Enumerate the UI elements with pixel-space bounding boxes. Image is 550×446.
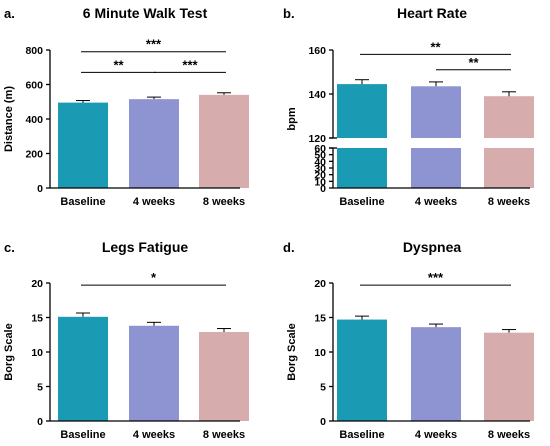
y-tick-label: 0 <box>37 183 43 195</box>
significance-label: *** <box>182 57 198 72</box>
y-axis-label: Borg Scale <box>3 323 15 380</box>
x-tick-label: 4 weeks <box>133 196 175 208</box>
y-tick-label: 0 <box>320 183 326 195</box>
y-tick-label: 60 <box>314 143 326 155</box>
x-tick-label: 8 weeks <box>203 429 245 441</box>
significance-label: * <box>151 270 157 285</box>
bar-baseline <box>58 316 108 421</box>
y-tick-label: 400 <box>25 114 43 126</box>
x-tick-label: Baseline <box>60 196 105 208</box>
bar-lower-baseline <box>337 148 387 188</box>
y-tick-label: 0 <box>37 416 43 428</box>
y-tick-label: 120 <box>308 133 326 145</box>
x-tick-label: 4 weeks <box>415 196 457 208</box>
chart-title: 6 Minute Walk Test <box>83 5 208 21</box>
y-tick-label: 10 <box>314 176 326 188</box>
y-tick-label: 50 <box>314 150 326 162</box>
bar-baseline <box>58 102 108 188</box>
panel-label: c. <box>4 240 15 255</box>
y-tick-label: 140 <box>308 89 326 101</box>
y-tick-label: 15 <box>31 313 43 325</box>
x-tick-label: Baseline <box>60 429 105 441</box>
significance-label: ** <box>430 39 441 54</box>
y-tick-label: 40 <box>314 156 326 168</box>
y-tick-label: 5 <box>320 382 326 394</box>
bar-weeks4 <box>411 327 461 421</box>
x-tick-label: 4 weeks <box>415 429 457 441</box>
panel-label: d. <box>283 240 295 255</box>
bar-upper-baseline <box>337 84 387 138</box>
y-tick-label: 20 <box>314 278 326 290</box>
y-tick-label: 20 <box>314 170 326 182</box>
significance-label: ** <box>468 55 479 70</box>
bar-weeks8 <box>484 332 534 421</box>
y-axis-label: Distance (m) <box>3 86 15 152</box>
x-tick-label: Baseline <box>339 196 384 208</box>
y-tick-label: 10 <box>31 347 43 359</box>
x-tick-label: 8 weeks <box>488 196 530 208</box>
y-tick-label: 10 <box>314 347 326 359</box>
y-tick-label: 800 <box>25 45 43 57</box>
y-tick-label: 5 <box>37 382 43 394</box>
x-tick-label: 4 weeks <box>133 429 175 441</box>
panel-1: a. 6 Minute Walk Test Distance (m) 0 200 400 6… <box>3 5 249 208</box>
y-axis-label: bpm <box>286 107 298 130</box>
bar-weeks4 <box>129 99 179 188</box>
y-tick-label: 30 <box>314 163 326 175</box>
x-tick-label: 8 weeks <box>203 196 245 208</box>
bar-upper-weeks4 <box>411 86 461 138</box>
bar-weeks8 <box>199 94 249 188</box>
significance-label: *** <box>428 270 444 285</box>
y-tick-label: 160 <box>308 45 326 57</box>
chart-title: Legs Fatigue <box>102 239 189 255</box>
y-tick-label: 0 <box>320 416 326 428</box>
y-tick-label: 15 <box>314 313 326 325</box>
x-tick-label: 8 weeks <box>488 429 530 441</box>
y-tick-label: 20 <box>31 278 43 290</box>
panel-label: a. <box>4 6 15 21</box>
panel-3: c. Legs Fatigue Borg Scale 0 5 10 15 20 Baseline… <box>3 239 249 441</box>
bar-weeks4 <box>129 325 179 421</box>
panel-label: b. <box>283 6 295 21</box>
bar-weeks8 <box>199 331 249 421</box>
y-tick-label: 600 <box>25 80 43 92</box>
bar-baseline <box>337 319 387 421</box>
y-axis-label: Borg Scale <box>286 323 298 380</box>
chart-title: Dyspnea <box>403 239 462 255</box>
y-tick-label: 200 <box>25 149 43 161</box>
panel-4: d. Dyspnea Borg Scale 0 5 10 15 20 Baseline 4 wee… <box>283 239 534 441</box>
bar-lower-weeks8 <box>484 148 534 188</box>
chart-title: Heart Rate <box>397 5 467 21</box>
significance-label: *** <box>146 37 162 52</box>
bar-lower-weeks4 <box>411 148 461 188</box>
significance-label: ** <box>113 57 124 72</box>
x-tick-label: Baseline <box>339 429 384 441</box>
bar-upper-weeks8 <box>484 96 534 138</box>
